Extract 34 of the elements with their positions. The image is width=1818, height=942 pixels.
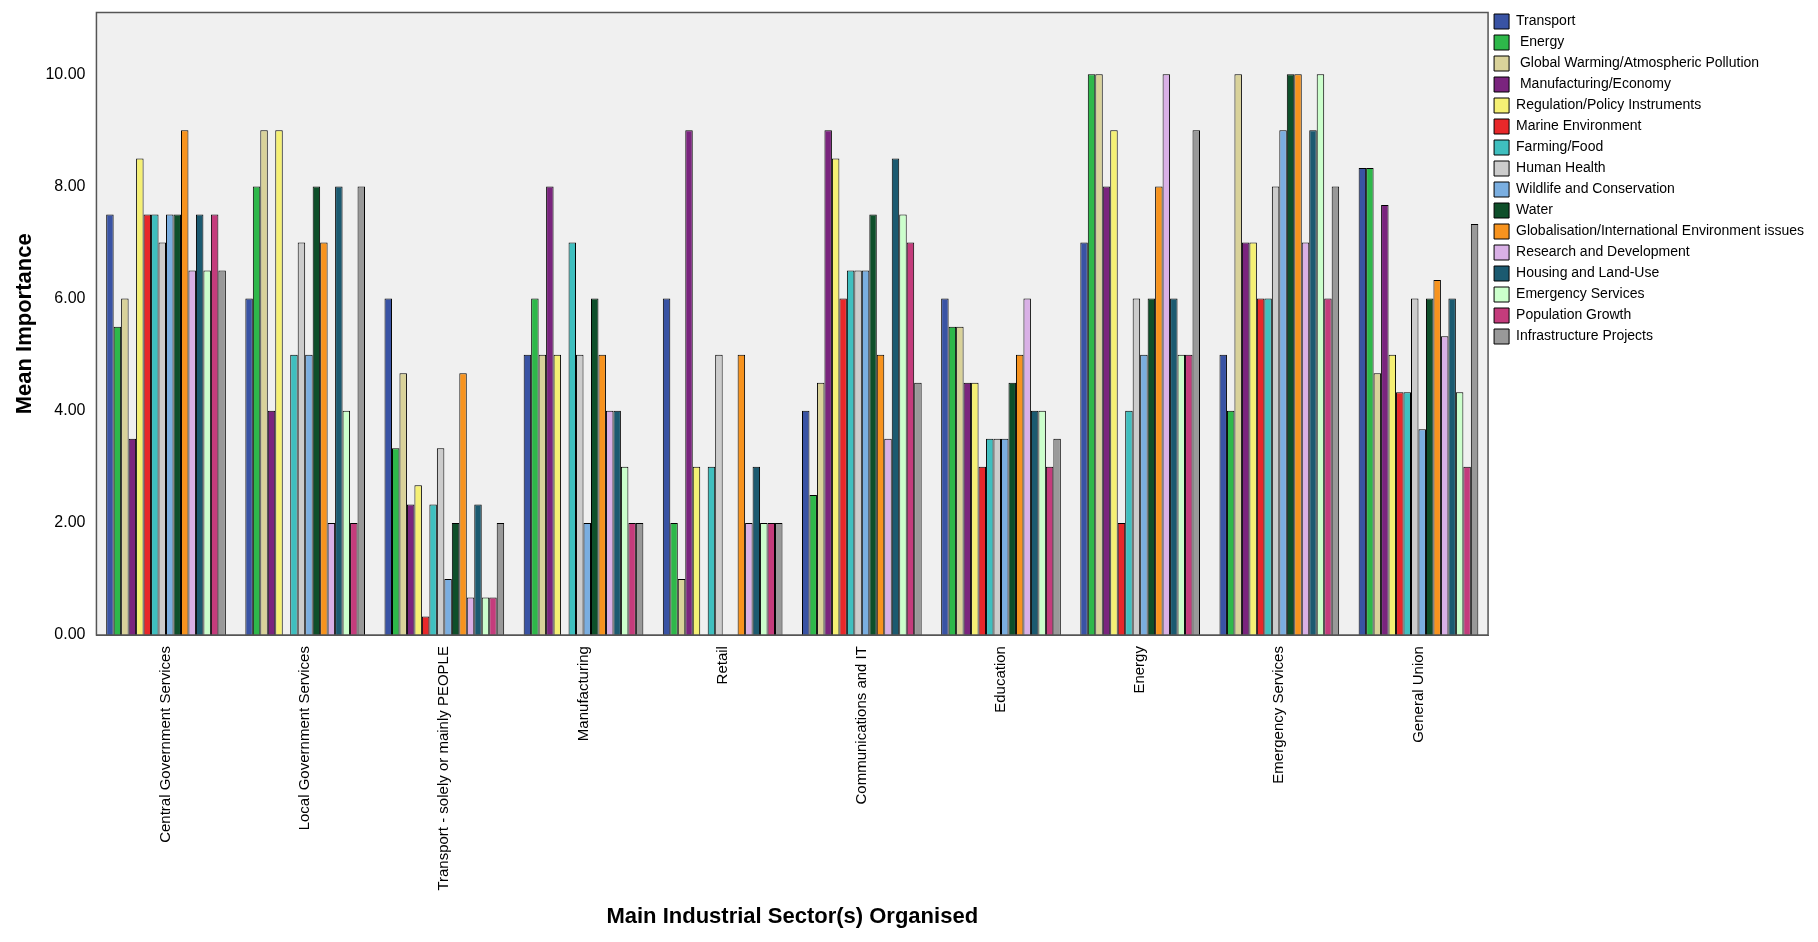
x-tick-label: Local Government Services: [295, 646, 313, 831]
legend-label: Water: [1516, 201, 1554, 218]
x-tick-label: Manufacturing: [573, 646, 591, 742]
legend-label: Population Growth: [1516, 306, 1632, 323]
x-tick-label: Central Government Services: [156, 646, 174, 843]
legend-label: Human Health: [1516, 159, 1606, 176]
x-tick-label: Education: [991, 646, 1009, 713]
x-tick-label: Retail: [712, 646, 730, 685]
legend-label: Emergency Services: [1516, 285, 1645, 302]
x-tick-label: Transport - solely or mainly PEOPLE: [434, 646, 452, 891]
y-tick-label: 0.00: [54, 625, 86, 643]
y-tick-label: 10.00: [45, 64, 86, 82]
legend-label: Energy: [1516, 33, 1565, 50]
legend-label: Farming/Food: [1516, 138, 1604, 155]
y-tick-label: 4.00: [54, 401, 86, 419]
y-tick-label: 8.00: [54, 176, 86, 194]
x-tick-label: Emergency Services: [1269, 646, 1287, 784]
legend-label: Globalisation/International Environment issues: [1516, 222, 1804, 239]
x-tick-label: Energy: [1130, 645, 1148, 694]
x-tick-label: General Union: [1408, 646, 1426, 743]
x-axis-title: Main Industrial Sector(s) Organised: [606, 902, 979, 928]
y-tick-label: 6.00: [54, 289, 86, 307]
legend-label: Transport: [1516, 12, 1576, 29]
legend-label: Wildlife and Conservation: [1516, 180, 1675, 197]
legend-label: Marine Environment: [1516, 117, 1642, 134]
legend-label: Research and Development: [1516, 243, 1690, 260]
y-tick-label: 2.00: [54, 513, 86, 531]
x-tick-label: Communications and IT: [851, 646, 869, 805]
legend-label: Global Warming/Atmospheric Pollution: [1516, 54, 1760, 71]
legend-label: Regulation/Policy Instruments: [1516, 96, 1702, 113]
legend-label: Infrastructure Projects: [1516, 327, 1653, 344]
legend-label: Manufacturing/Economy: [1516, 75, 1671, 92]
legend-label: Housing and Land-Use: [1516, 264, 1660, 281]
y-axis-title: Mean Importance: [11, 233, 37, 415]
